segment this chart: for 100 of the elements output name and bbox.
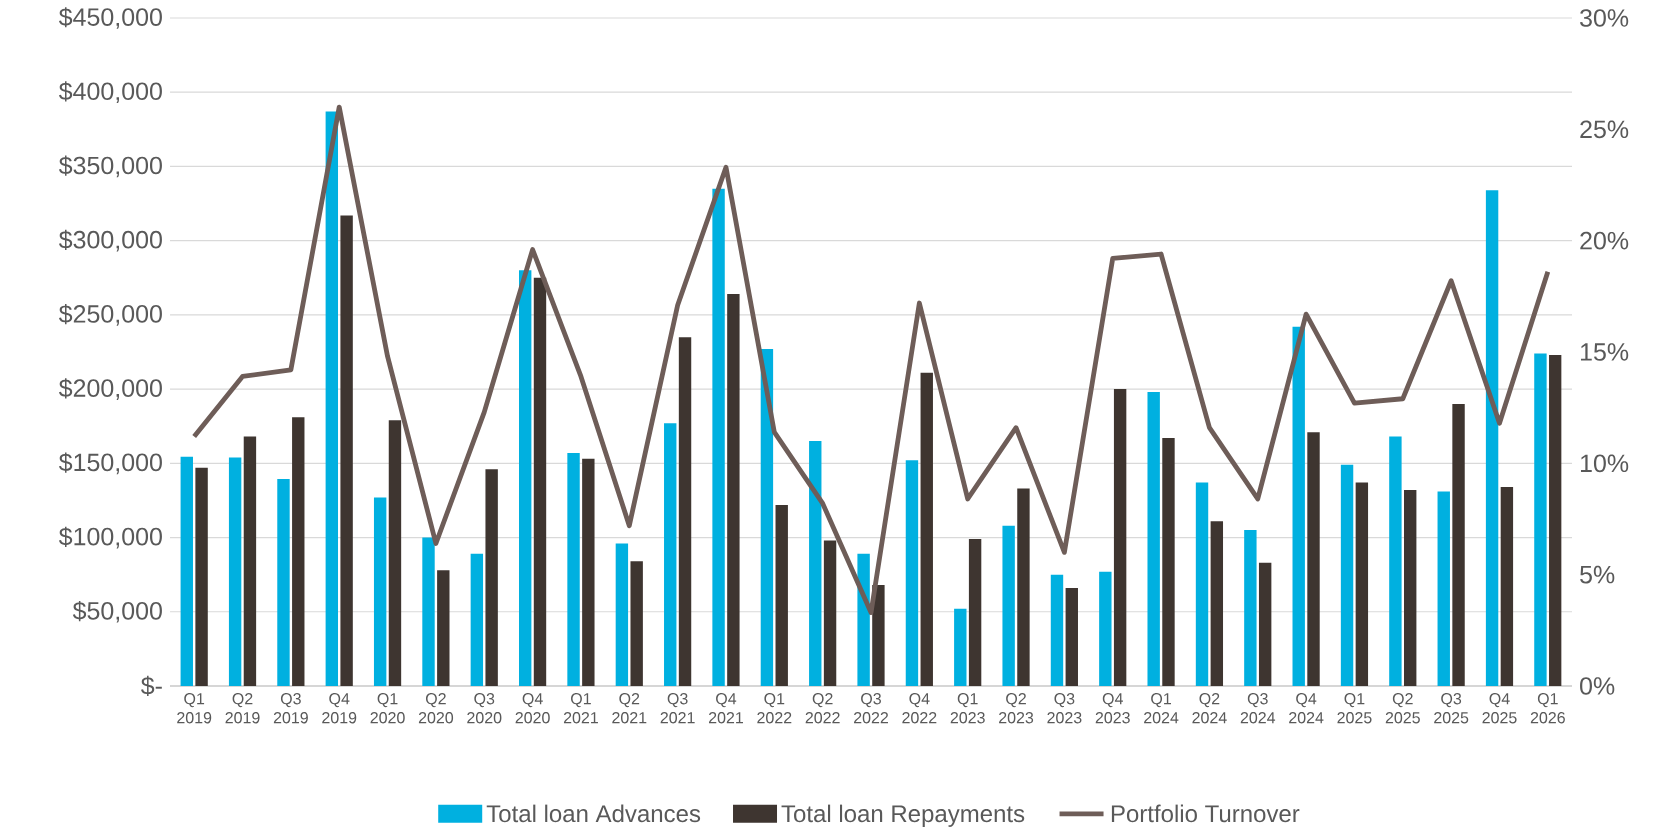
x-tick-label: Q4 2023 bbox=[1095, 693, 1130, 724]
bar bbox=[422, 537, 435, 686]
bar bbox=[1210, 521, 1224, 686]
y2-tick-label: 30% bbox=[1580, 9, 1629, 27]
x-tick-label: Q2 2020 bbox=[418, 693, 454, 724]
y-tick-label: $400,000 bbox=[58, 81, 162, 104]
x-tick-label: Q2 2021 bbox=[612, 693, 647, 724]
x-tick-label: Q3 2019 bbox=[273, 693, 308, 724]
bar bbox=[1292, 326, 1305, 686]
x-tick-label: Q4 2021 bbox=[708, 693, 743, 724]
y-tick-label: $250,000 bbox=[58, 304, 162, 326]
bar bbox=[228, 457, 242, 686]
x-tick-label: Q3 2025 bbox=[1434, 693, 1469, 724]
x-tick-label: Q3 2023 bbox=[1047, 693, 1082, 724]
bar bbox=[857, 553, 870, 686]
bar bbox=[872, 585, 885, 686]
x-tick-label: Q1 2021 bbox=[563, 693, 598, 724]
y2-tick-label: 15% bbox=[1580, 343, 1629, 361]
bar bbox=[775, 504, 788, 686]
bar bbox=[678, 337, 692, 686]
bar bbox=[1065, 588, 1078, 686]
legend-label: Total loan Repayments bbox=[781, 804, 1025, 827]
y2-tick-label: 0% bbox=[1580, 677, 1615, 695]
x-tick-label: Q2 2022 bbox=[805, 693, 840, 724]
legend-label: Total loan Advances bbox=[486, 804, 701, 823]
bar bbox=[1050, 574, 1064, 686]
bar bbox=[1404, 490, 1417, 686]
x-tick-label: Q4 2025 bbox=[1482, 693, 1517, 724]
x-tick-label: Q3 2020 bbox=[467, 693, 502, 724]
bar bbox=[1099, 571, 1112, 686]
x-tick-label: Q2 2025 bbox=[1385, 693, 1420, 724]
x-tick-label: Q4 2020 bbox=[515, 693, 550, 724]
bar bbox=[1355, 482, 1369, 686]
x-tick-label: Q3 2021 bbox=[660, 693, 695, 724]
y-tick-label: $150,000 bbox=[58, 452, 162, 475]
x-tick-label: Q3 2024 bbox=[1240, 693, 1276, 724]
bar bbox=[533, 277, 547, 686]
x-tick-label: Q1 2025 bbox=[1337, 693, 1372, 724]
bar bbox=[1162, 438, 1175, 686]
line-series bbox=[191, 104, 1551, 615]
bar bbox=[1017, 488, 1030, 686]
legend-label: Portfolio Turnover bbox=[1111, 804, 1300, 823]
bar bbox=[325, 111, 339, 686]
x-tick-label: Q1 2023 bbox=[950, 693, 985, 724]
x-tick-label: Q1 2022 bbox=[757, 693, 792, 724]
bar bbox=[1500, 487, 1514, 686]
y-tick-label: $450,000 bbox=[58, 7, 162, 29]
x-tick-label: Q1 2020 bbox=[370, 693, 405, 724]
bar bbox=[905, 460, 919, 686]
y-tick-label: $- bbox=[141, 675, 162, 697]
y2-tick-label: 5% bbox=[1580, 565, 1615, 584]
bar bbox=[1113, 389, 1127, 686]
bar bbox=[470, 553, 484, 686]
bar bbox=[1437, 491, 1450, 686]
y-tick-label: $100,000 bbox=[58, 526, 162, 549]
bar bbox=[630, 561, 643, 686]
y-tick-label: $350,000 bbox=[58, 155, 162, 178]
bar bbox=[1340, 464, 1354, 686]
y-tick-label: $300,000 bbox=[58, 229, 162, 252]
bar bbox=[615, 543, 629, 686]
bar bbox=[373, 497, 387, 686]
x-tick-label: Q2 2019 bbox=[225, 693, 260, 724]
bar bbox=[1195, 482, 1209, 686]
bar bbox=[340, 215, 353, 686]
bar bbox=[1147, 392, 1160, 686]
x-tick-label: Q4 2019 bbox=[322, 693, 357, 724]
x-tick-label: Q4 2022 bbox=[902, 693, 937, 724]
x-tick-label: Q1 2019 bbox=[177, 693, 212, 724]
bar bbox=[954, 608, 967, 686]
y-tick-label: $50,000 bbox=[72, 600, 162, 623]
bar bbox=[1549, 354, 1562, 686]
bar bbox=[712, 188, 725, 686]
x-tick-label: Q1 2026 bbox=[1530, 693, 1565, 724]
y-tick-label: $200,000 bbox=[58, 378, 162, 400]
bar bbox=[277, 478, 290, 686]
bar bbox=[243, 436, 257, 686]
x-tick-label: Q2 2023 bbox=[999, 693, 1034, 724]
bar bbox=[1534, 353, 1547, 686]
y2-tick-label: 25% bbox=[1580, 120, 1629, 139]
y2-tick-label: 10% bbox=[1580, 454, 1629, 473]
bar bbox=[180, 456, 193, 686]
x-tick-label: Q3 2022 bbox=[854, 693, 888, 724]
bar bbox=[920, 372, 933, 686]
bar bbox=[664, 423, 677, 686]
bar bbox=[1244, 530, 1257, 686]
bar bbox=[1002, 525, 1015, 686]
bar bbox=[1389, 436, 1402, 686]
x-tick-label: Q4 2024 bbox=[1289, 693, 1324, 724]
bar bbox=[968, 539, 982, 686]
bar bbox=[582, 458, 595, 686]
bar bbox=[1307, 432, 1320, 686]
bar bbox=[485, 469, 498, 686]
bar bbox=[195, 467, 208, 686]
bar bbox=[519, 270, 532, 686]
x-tick-label: Q1 2024 bbox=[1144, 693, 1179, 724]
bar bbox=[1452, 403, 1465, 686]
bar bbox=[809, 441, 822, 686]
bar bbox=[727, 294, 740, 686]
bar bbox=[437, 570, 450, 686]
bar bbox=[823, 540, 837, 686]
